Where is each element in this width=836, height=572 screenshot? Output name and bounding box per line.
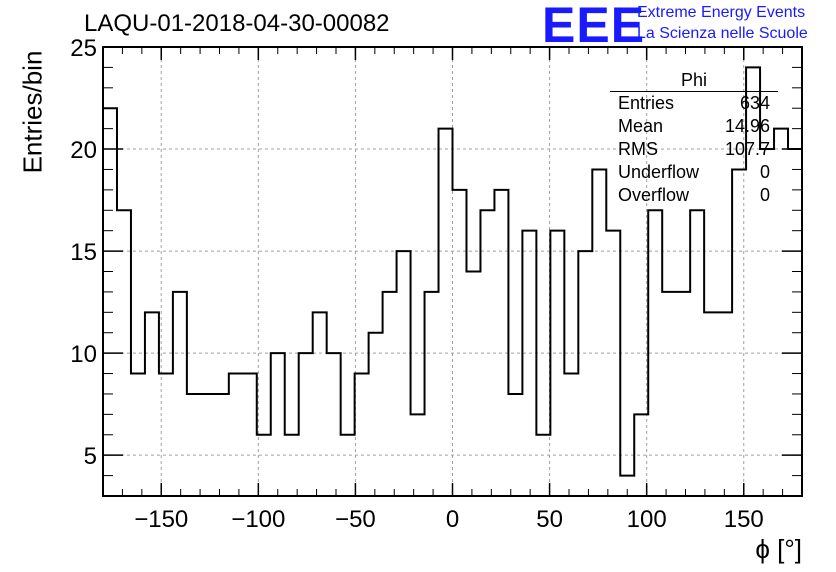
stats-key: RMS (618, 139, 658, 159)
y-tick-label: 20 (70, 137, 97, 164)
stats-key: Mean (618, 116, 664, 136)
x-tick-label: −50 (335, 506, 376, 533)
eee-logo: EEE (542, 0, 646, 53)
stats-value: 14.96 (724, 116, 770, 136)
stats-row: Overflow 0 (610, 184, 778, 207)
stats-key: Underflow (618, 162, 700, 182)
stats-value: 0 (759, 162, 770, 182)
logo-line-1: Extreme Energy Events (637, 4, 806, 21)
stats-key: Overflow (618, 185, 690, 205)
stats-row: RMS 107.7 (610, 138, 778, 161)
y-tick-label: 10 (70, 341, 97, 368)
y-axis-label: Entries/bin (17, 50, 48, 174)
stats-value: 634 (739, 93, 770, 113)
x-tick-label: 50 (536, 506, 563, 533)
y-tick-label: 15 (70, 239, 97, 266)
x-axis-label: ϕ [°] (755, 534, 802, 564)
stats-name: Phi (610, 70, 778, 92)
x-tick-label: −100 (231, 506, 285, 533)
stats-value: 0 (759, 185, 770, 205)
x-tick-label: 0 (446, 506, 459, 533)
stats-row: Entries 634 (610, 92, 778, 115)
stats-row: Underflow 0 (610, 161, 778, 184)
x-tick-label: 100 (627, 506, 667, 533)
x-tick-label: −150 (134, 506, 188, 533)
stats-value: 107.7 (724, 139, 770, 159)
stats-row: Mean 14.96 (610, 115, 778, 138)
x-tick-label: 150 (724, 506, 764, 533)
axis-ticks (102, 46, 803, 497)
chart-title: LAQU-01-2018-04-30-00082 (84, 10, 390, 37)
tick-labels: −150 −100 −50 0 50 100 150 5 10 15 20 25 (70, 35, 763, 533)
stats-key: Entries (618, 93, 675, 113)
histogram-line (103, 66, 802, 477)
logo-line-2: La Scienza nelle Scuole (637, 25, 808, 42)
y-tick-label: 5 (84, 443, 97, 470)
stats-box: Phi Entries 634 Mean 14.96 RMS 107.7 Underf… (610, 70, 778, 207)
y-tick-label: 25 (70, 35, 97, 62)
